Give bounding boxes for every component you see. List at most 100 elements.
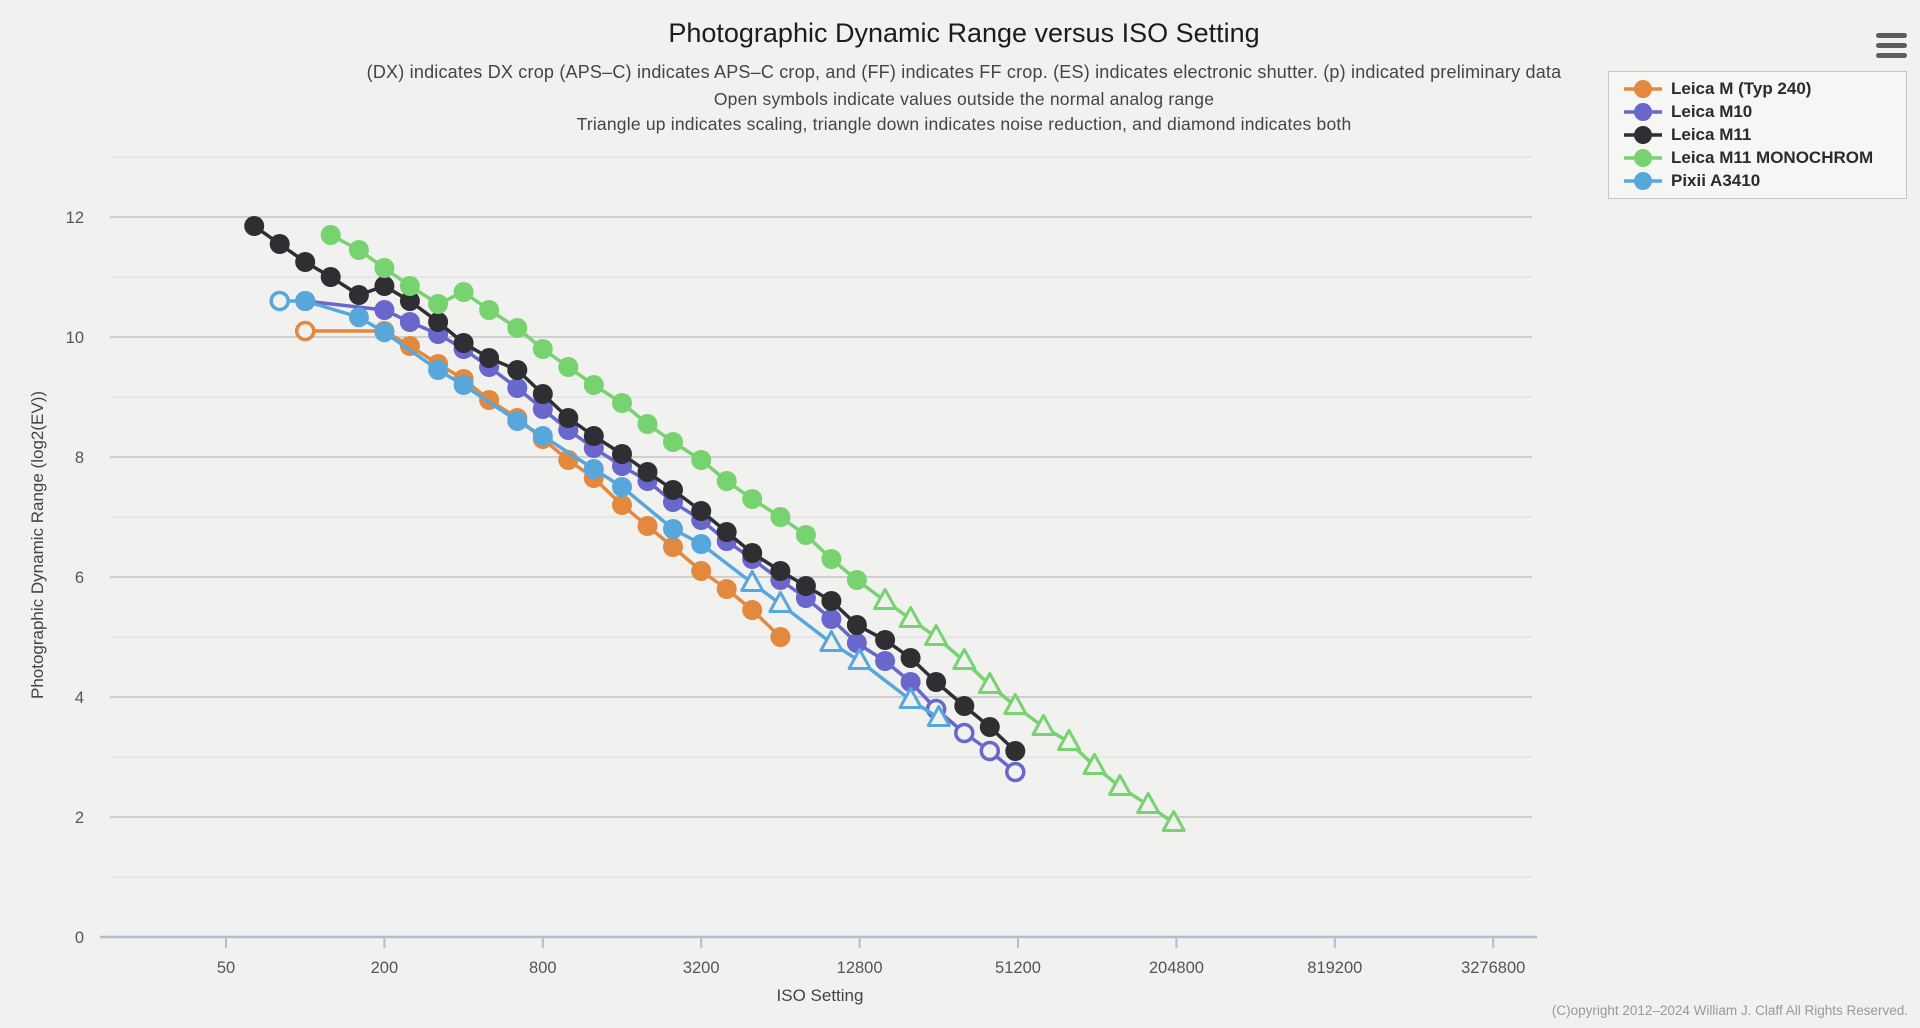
data-point-circle xyxy=(320,267,341,287)
legend-item-leica-m-typ-240[interactable]: Leica M (Typ 240) xyxy=(1609,77,1906,100)
data-point-circle xyxy=(795,576,816,596)
data-point-circle xyxy=(507,360,528,380)
data-point-circle xyxy=(295,291,316,311)
data-point-circle xyxy=(453,282,474,302)
data-point-triangle-open xyxy=(1056,729,1081,751)
data-point-circle xyxy=(399,336,420,356)
data-point-circle xyxy=(399,291,420,311)
x-tick-label: 200 xyxy=(371,959,399,977)
data-point-circle xyxy=(399,312,420,332)
data-point-triangle-open xyxy=(952,648,977,670)
y-axis: 0 2 4 6 8 10 12 xyxy=(66,209,84,947)
data-point-circle xyxy=(583,426,604,446)
copyright-notice: (C)opyright 2012–2024 William J. Claff A… xyxy=(1551,1003,1908,1018)
data-point-circle xyxy=(691,561,712,581)
data-point-circle xyxy=(612,477,632,497)
data-point-circle xyxy=(428,360,449,380)
data-point-circle xyxy=(532,399,553,419)
data-point-triangle-open xyxy=(768,591,793,613)
data-point-triangle-open xyxy=(1161,810,1186,832)
chart-menu-button[interactable] xyxy=(1872,26,1910,64)
data-point-circle xyxy=(479,300,500,320)
data-point-circle xyxy=(662,480,683,500)
data-point-circle xyxy=(320,225,341,245)
hamburger-icon xyxy=(1875,42,1907,48)
legend-label: Leica M (Typ 240) xyxy=(1671,78,1812,98)
data-point-circle xyxy=(662,519,683,539)
data-point-circle xyxy=(716,522,737,542)
chart-subtitle-crop-note: (DX) indicates DX crop (APS–C) indicates… xyxy=(366,62,1562,82)
x-tick-label: 204800 xyxy=(1149,959,1204,977)
y-tick-label: 6 xyxy=(75,569,84,587)
legend-label: Leica M10 xyxy=(1671,101,1753,121)
series-leica-m11-monochrom xyxy=(320,225,1186,832)
data-point-triangle-open xyxy=(847,648,872,670)
legend-label: Leica M11 xyxy=(1671,124,1752,144)
page-title: Photographic Dynamic Range versus ISO Se… xyxy=(668,18,1260,48)
y-tick-label: 10 xyxy=(66,329,84,347)
hamburger-icon xyxy=(1875,32,1907,38)
gridlines xyxy=(110,156,1532,878)
data-point-circle xyxy=(821,609,842,629)
series-leica-m11 xyxy=(244,216,1026,761)
data-point-circle xyxy=(295,252,316,272)
x-axis-title: ISO Setting xyxy=(776,986,864,1005)
chart-subtitle-triangle-note: Triangle up indicates scaling, triangle … xyxy=(576,114,1352,134)
data-point-circle xyxy=(716,471,737,491)
data-point-circle-open xyxy=(294,320,316,342)
data-point-circle xyxy=(374,300,395,320)
data-point-circle-open xyxy=(979,740,1001,762)
data-point-circle xyxy=(821,591,842,611)
data-point-circle xyxy=(691,534,712,554)
data-point-triangle-open xyxy=(898,687,923,709)
legend-item-pixii-a3410[interactable]: Pixii A3410 xyxy=(1609,169,1906,192)
data-point-circle xyxy=(348,307,369,328)
data-point-circle xyxy=(742,489,763,509)
y-tick-label: 0 xyxy=(75,929,84,947)
data-point-circle xyxy=(846,570,867,590)
x-tick-label: 12800 xyxy=(837,959,883,977)
data-point-circle xyxy=(374,258,395,278)
data-point-circle xyxy=(770,507,791,527)
data-point-circle xyxy=(558,408,579,428)
data-point-triangle-open xyxy=(819,630,844,652)
data-point-circle xyxy=(637,414,658,434)
data-point-circle xyxy=(846,615,867,635)
data-point-circle xyxy=(637,516,658,536)
chart-subtitle-open-symbols-note: Open symbols indicate values outside the… xyxy=(713,89,1215,109)
data-point-circle xyxy=(612,393,632,413)
data-point-circle xyxy=(532,339,553,359)
data-point-circle xyxy=(507,318,528,338)
data-point-circle xyxy=(348,285,369,305)
data-point-triangle-open xyxy=(924,624,949,646)
series-marker-icon xyxy=(1624,102,1662,121)
data-point-circle xyxy=(637,462,658,482)
y-tick-label: 8 xyxy=(75,449,84,467)
data-point-circle xyxy=(453,375,474,395)
data-point-circle xyxy=(507,378,528,398)
legend-item-leica-m11-monochrom[interactable]: Leica M11 MONOCHROM xyxy=(1609,146,1906,169)
data-point-circle-open xyxy=(269,290,290,312)
series-marker-icon xyxy=(1624,171,1662,190)
legend-label: Pixii A3410 xyxy=(1671,170,1761,190)
data-point-triangle-open xyxy=(977,672,1002,694)
data-point-circle xyxy=(875,651,896,671)
legend-item-leica-m11[interactable]: Leica M11 xyxy=(1609,123,1906,146)
legend-item-leica-m10[interactable]: Leica M10 xyxy=(1609,100,1906,123)
data-point-circle xyxy=(900,672,921,692)
data-point-circle xyxy=(662,537,683,557)
data-point-circle-open xyxy=(954,722,975,744)
data-point-triangle-open xyxy=(873,588,898,610)
data-point-circle-open xyxy=(1005,761,1026,783)
y-tick-label: 12 xyxy=(66,209,84,227)
data-point-circle xyxy=(795,525,816,545)
data-point-circle xyxy=(662,432,683,452)
data-point-triangle-open xyxy=(926,705,951,727)
data-point-triangle-open xyxy=(1003,693,1028,715)
x-tick-label: 51200 xyxy=(995,959,1041,977)
series-marker-icon xyxy=(1624,125,1662,144)
data-point-circle xyxy=(558,357,579,377)
data-point-circle xyxy=(691,450,712,470)
data-point-circle xyxy=(954,696,975,716)
